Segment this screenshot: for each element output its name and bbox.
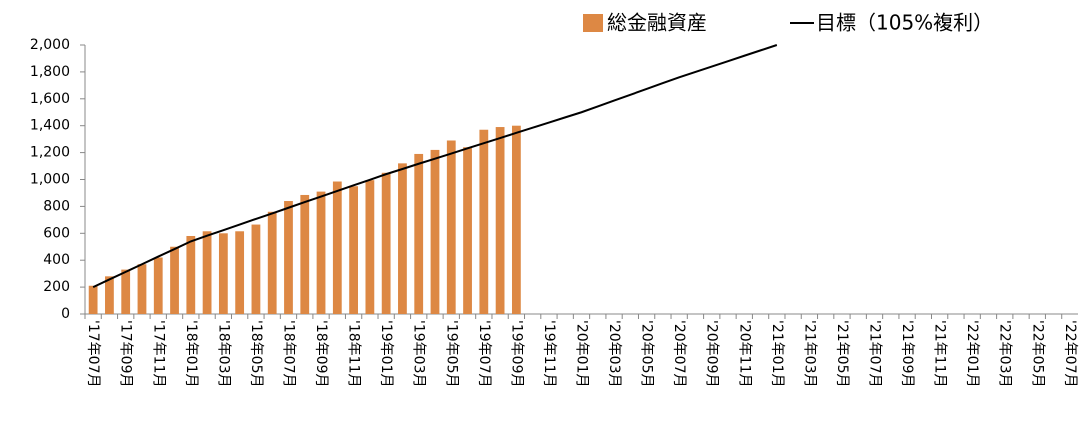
- y-tick-label: 1,400: [30, 118, 70, 134]
- x-tick-label: '18年03月: [215, 320, 231, 387]
- target-line: [92, 44, 778, 289]
- x-tick-label: '22年03月: [997, 320, 1013, 387]
- x-tick-label: '17年09月: [118, 320, 134, 387]
- y-tick-label: 1,600: [30, 91, 70, 107]
- x-tick-label: '20年07月: [671, 320, 687, 387]
- x-tick-label: '20年09月: [704, 320, 720, 387]
- x-tick-label: '22年05月: [1029, 320, 1045, 387]
- x-tick-label: '18年11月: [346, 320, 362, 387]
- y-tick-label: 0: [61, 306, 70, 322]
- bar: [202, 231, 212, 314]
- bar: [153, 257, 163, 314]
- bar: [332, 181, 342, 314]
- bar: [267, 211, 277, 314]
- bar: [170, 246, 179, 314]
- x-tick-label: '17年11月: [150, 320, 166, 387]
- bar: [511, 125, 521, 314]
- bar: [463, 147, 472, 314]
- x-tick-label: '21年09月: [899, 320, 915, 387]
- x-tick-label: '19年07月: [476, 320, 492, 387]
- x-tick-label: '19年05月: [443, 320, 459, 387]
- bar: [186, 235, 196, 314]
- y-tick-label: 1,800: [30, 64, 70, 80]
- x-tick-label: '18年07月: [280, 320, 296, 387]
- x-tick-label: '21年03月: [801, 320, 817, 387]
- bar: [284, 201, 293, 314]
- bar: [446, 140, 456, 314]
- y-tick-label: 200: [43, 279, 70, 295]
- x-tick-label: '18年05月: [248, 320, 264, 387]
- y-tick-label: 800: [43, 198, 70, 214]
- bar: [414, 153, 424, 314]
- bar: [495, 127, 505, 314]
- bar: [137, 264, 147, 314]
- x-tick-label: '21年11月: [932, 320, 948, 387]
- bar: [235, 231, 245, 314]
- bar: [381, 172, 391, 314]
- x-tick-label: '19年09月: [508, 320, 524, 387]
- x-tick-label: '20年03月: [606, 320, 622, 387]
- x-tick-label: '19年03月: [411, 320, 427, 387]
- plot-area: [88, 44, 778, 314]
- x-tick-label: '20年11月: [736, 320, 752, 387]
- y-tick-label: 600: [43, 225, 70, 241]
- legend-label: 総金融資産: [607, 11, 707, 35]
- x-tick-label: '22年01月: [964, 320, 980, 387]
- bar: [218, 233, 228, 314]
- bar: [365, 180, 375, 314]
- x-tick-label: '17年07月: [85, 320, 101, 387]
- bar: [316, 191, 326, 314]
- x-tick-label: '20年05月: [639, 320, 655, 387]
- x-tick-label: '19年11月: [541, 320, 557, 387]
- y-tick-label: 1,200: [30, 145, 70, 161]
- x-tick-label: '21年05月: [834, 320, 850, 387]
- bar: [479, 129, 489, 314]
- x-tick-label: '21年01月: [769, 320, 785, 387]
- x-tick-label: '18年09月: [313, 320, 329, 387]
- x-tick-label: '18年01月: [183, 320, 199, 387]
- x-tick-label: '20年01月: [574, 320, 590, 387]
- bar: [251, 224, 261, 314]
- legend-label: 目標（105%複利）: [816, 11, 993, 35]
- bar: [300, 194, 310, 314]
- bar: [105, 276, 114, 314]
- bar: [88, 285, 98, 314]
- bar: [121, 269, 131, 314]
- y-tick-label: 400: [43, 252, 70, 268]
- bar: [430, 149, 440, 314]
- x-tick-label: '19年01月: [378, 320, 394, 387]
- bar: [398, 163, 407, 314]
- x-tick-label: '21年07月: [867, 320, 883, 387]
- y-tick-label: 1,000: [30, 172, 70, 188]
- x-tick-label: '22年07月: [1062, 320, 1078, 387]
- legend-swatch: [583, 14, 603, 32]
- y-tick-label: 2,000: [30, 37, 70, 53]
- bar: [349, 186, 358, 314]
